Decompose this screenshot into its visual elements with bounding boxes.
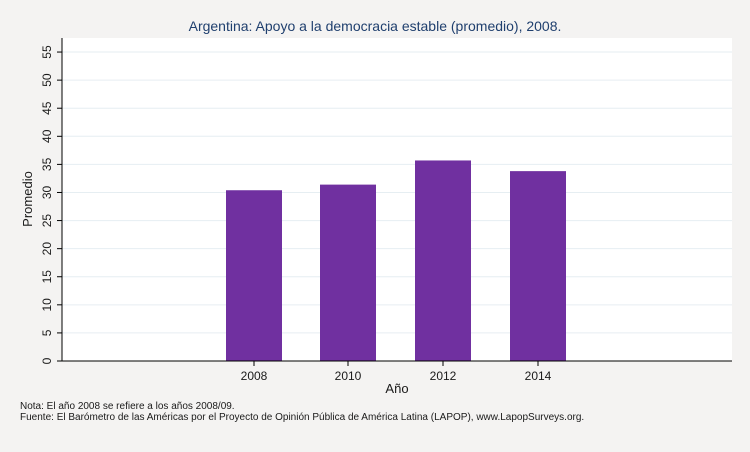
y-tick-label: 50 (40, 73, 54, 87)
bar-2012 (415, 160, 471, 361)
note-text: Nota: El año 2008 se refiere a los años … (20, 401, 235, 412)
y-tick-label: 45 (40, 101, 54, 115)
y-tick-label: 55 (40, 45, 54, 59)
x-axis-label: Año (385, 381, 408, 396)
y-tick-label: 40 (40, 129, 54, 143)
y-axis-ticks: 0 5 10 15 20 25 30 35 40 45 50 55 (40, 45, 62, 364)
chart-title: Argentina: Apoyo a la democracia estable… (189, 18, 562, 34)
y-tick-label: 20 (40, 242, 54, 256)
y-tick-label: 0 (40, 357, 54, 364)
bar-2010 (320, 184, 376, 361)
x-tick-label: 2012 (430, 369, 457, 383)
x-axis-ticks: 2008 2010 2012 2014 (241, 361, 552, 383)
grid-lines (62, 51, 732, 334)
y-tick-label: 10 (40, 298, 54, 312)
source-text: Fuente: El Barómetro de las Américas por… (20, 412, 585, 423)
bar-2008 (226, 190, 282, 361)
x-tick-label: 2008 (241, 369, 268, 383)
bars (226, 160, 566, 361)
x-tick-label: 2010 (335, 369, 362, 383)
x-tick-label: 2014 (525, 369, 552, 383)
y-tick-label: 25 (40, 214, 54, 228)
y-tick-label: 30 (40, 185, 54, 199)
y-tick-label: 5 (40, 329, 54, 336)
y-tick-label: 15 (40, 270, 54, 284)
y-axis-label: Promedio (20, 171, 35, 227)
bar-2014 (510, 171, 566, 361)
plot-background (62, 38, 732, 361)
y-tick-label: 35 (40, 157, 54, 171)
